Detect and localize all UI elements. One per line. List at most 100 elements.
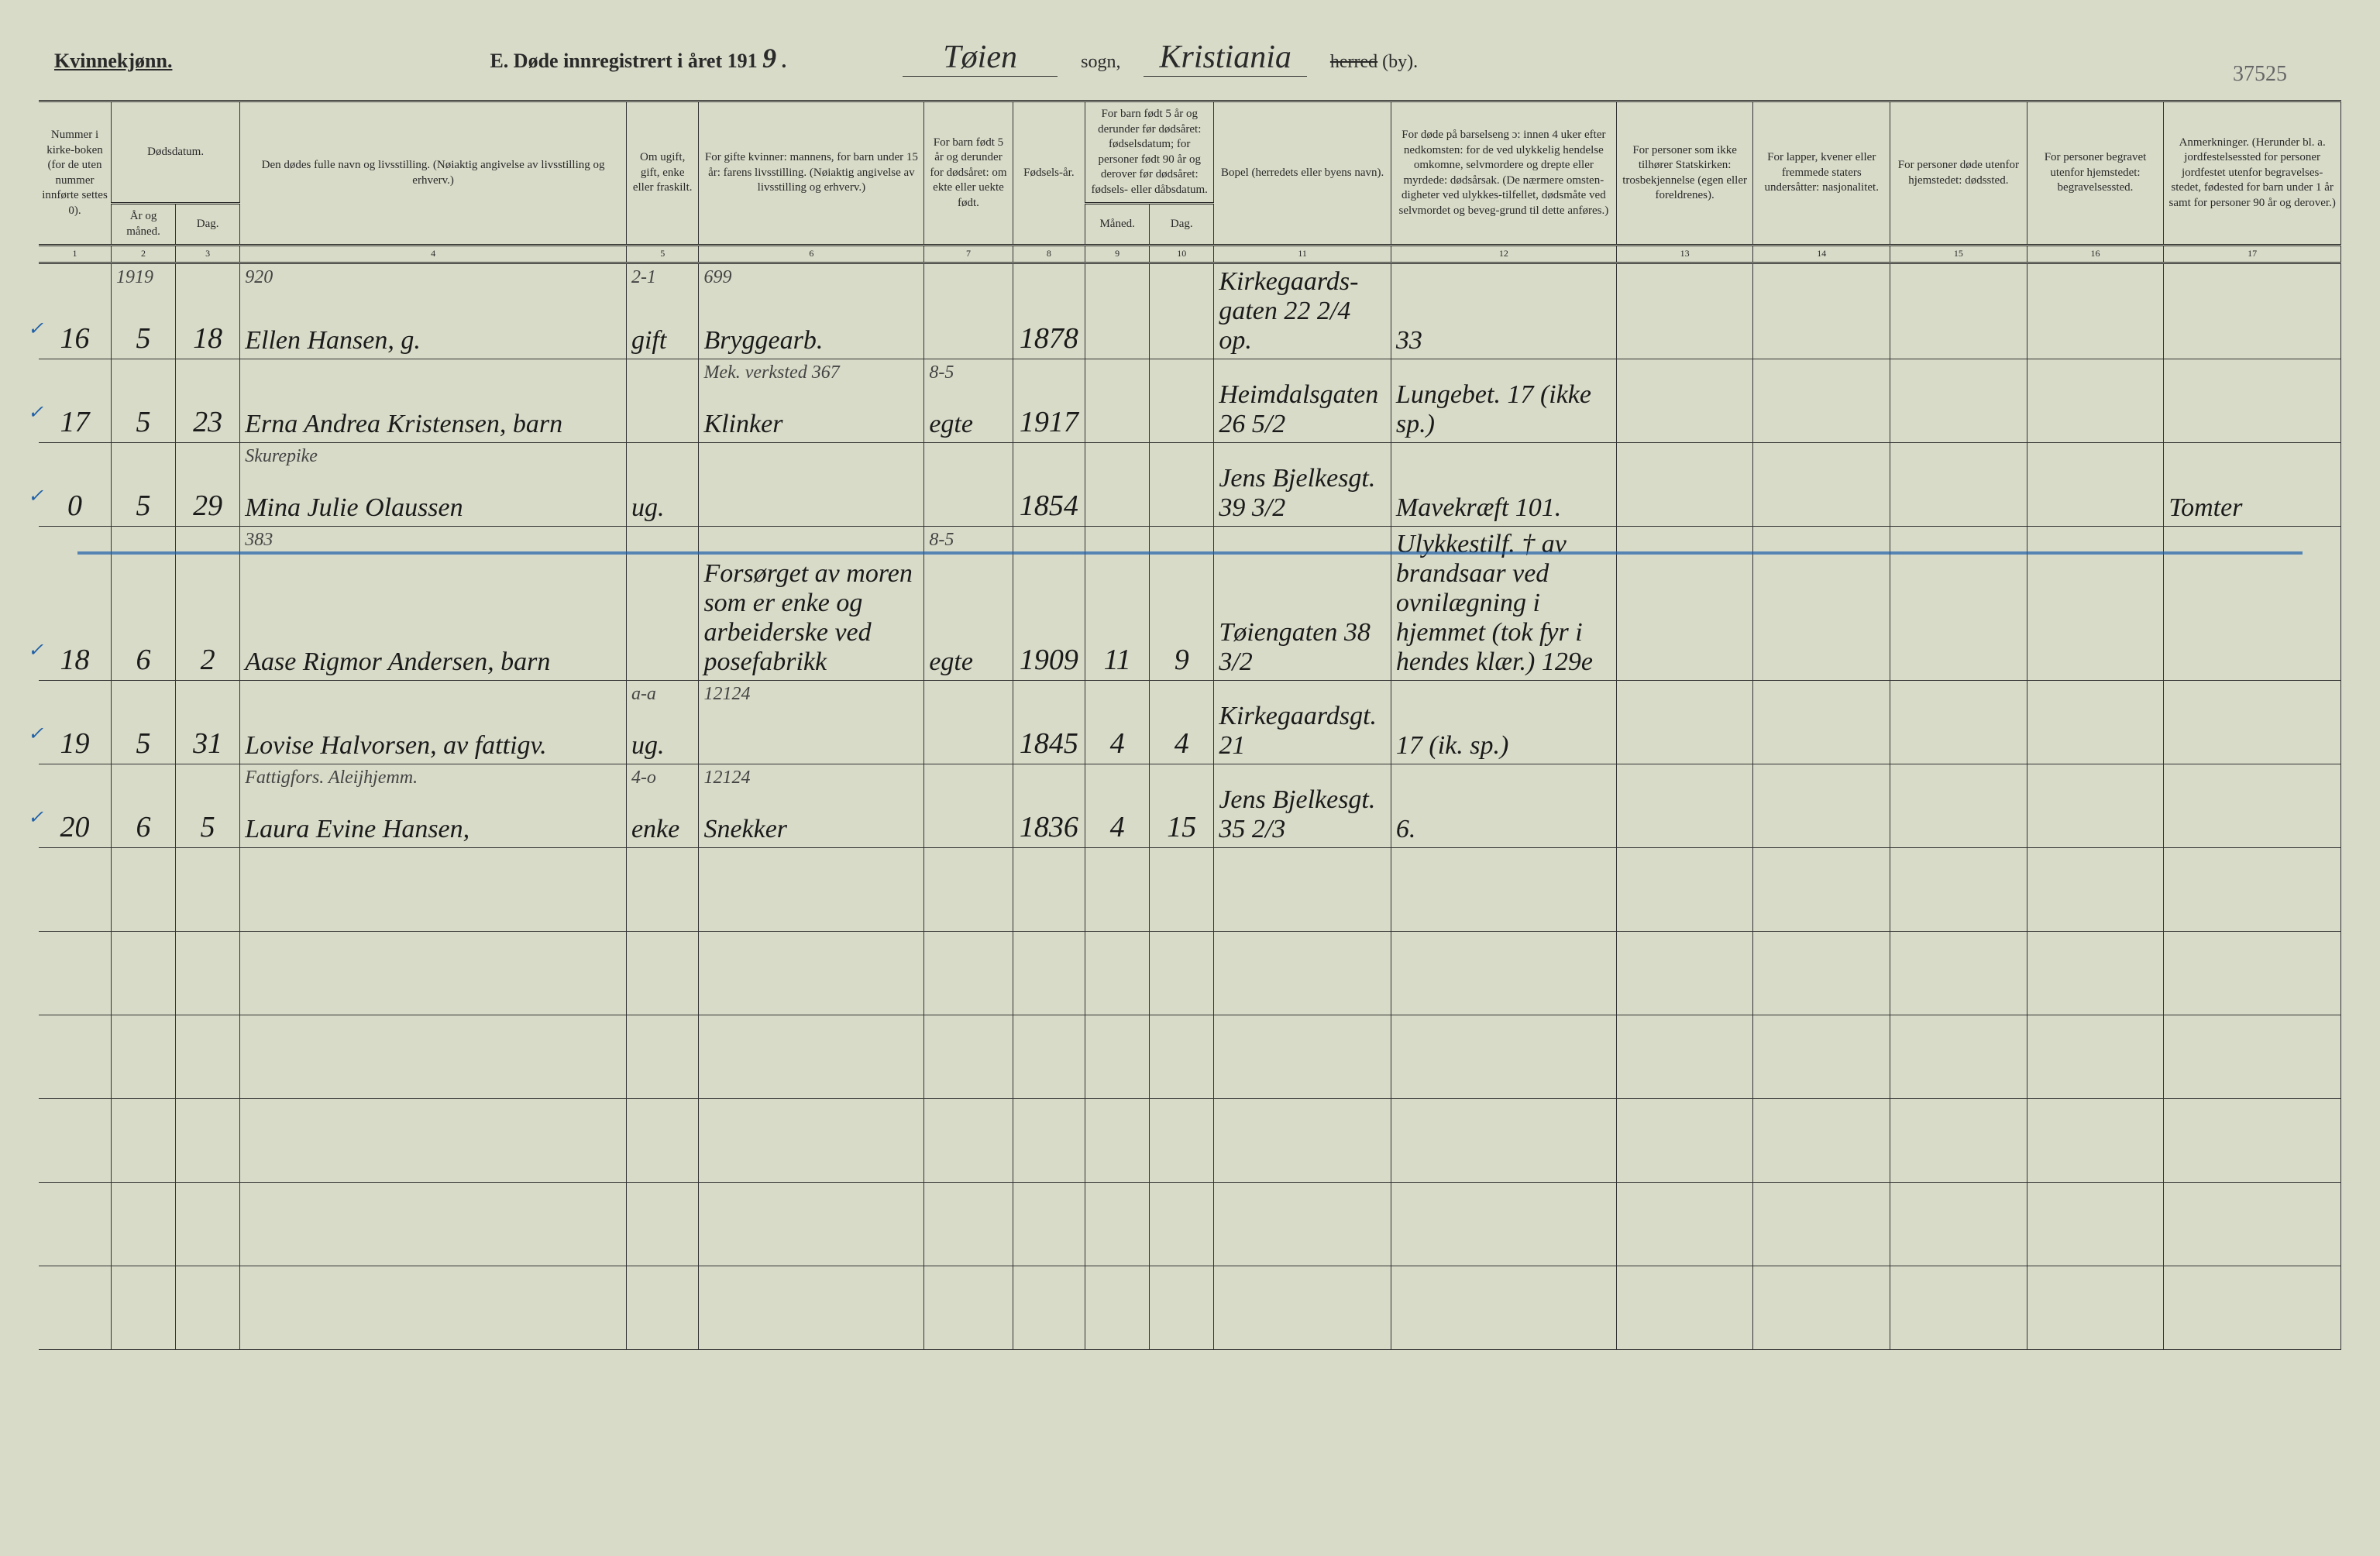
empty-cell (112, 1015, 176, 1098)
col-header-7: For barn født 5 år og derunder for dødså… (924, 102, 1013, 246)
empty-cell (1214, 847, 1391, 931)
cell-addr: Kirkegaards-gaten 22 2/4 op. (1214, 263, 1391, 359)
empty-cell (1753, 1182, 1890, 1266)
cell-name: Erna Andrea Kristensen, barn (240, 359, 627, 442)
cell-c17: Tomter (2164, 442, 2341, 526)
empty-cell (2027, 931, 2164, 1015)
empty-cell (1085, 847, 1150, 931)
cell-value: 33 (1396, 326, 1422, 355)
cell-value: Heimdalsgaten 26 5/2 (1219, 380, 1378, 438)
cell-n: ✓19 (39, 680, 112, 764)
empty-cell (240, 1015, 627, 1098)
by-label: (by). (1382, 52, 1418, 72)
cell-occ: Forsørget av moren som er enke og arbeid… (699, 526, 924, 680)
cell-value: Bryggearb. (703, 326, 823, 355)
cell-c16 (2027, 359, 2164, 442)
empty-cell (2027, 847, 2164, 931)
cell-value: Kirkegaardsgt. 21 (1219, 702, 1377, 760)
empty-cell (1890, 931, 2027, 1015)
cell-value: 19 (60, 727, 90, 760)
cell-c14 (1753, 680, 1890, 764)
cell-bd (1150, 359, 1214, 442)
cell-n: ✓17 (39, 359, 112, 442)
cell-c16 (2027, 526, 2164, 680)
cell-value: 29 (193, 489, 222, 522)
cell-addr: Heimdalsgaten 26 5/2 (1214, 359, 1391, 442)
cell-addr: Jens Bjelkesgt. 35 2/3 (1214, 764, 1391, 847)
cell-cause: 33 (1391, 263, 1616, 359)
cell-value: Lungebet. 17 (ikke sp.) (1396, 380, 1591, 438)
cell-value: Klinker (703, 410, 782, 438)
cell-above: 383 (245, 530, 273, 551)
cell-value: 20 (60, 811, 90, 843)
empty-cell (176, 1015, 240, 1098)
empty-cell (699, 1015, 924, 1098)
checkmark-icon: ✓ (28, 723, 43, 745)
empty-cell (1085, 931, 1150, 1015)
cell-c16 (2027, 680, 2164, 764)
col-number: 16 (2027, 246, 2164, 263)
cell-legit (924, 263, 1013, 359)
cell-value: Jens Bjelkesgt. 39 3/2 (1219, 464, 1375, 522)
cell-addr: Kirkegaardsgt. 21 (1214, 680, 1391, 764)
empty-cell (1150, 1266, 1214, 1349)
empty-cell (1085, 1266, 1150, 1349)
cell-day: 18 (176, 263, 240, 359)
cell-value: ug. (631, 493, 665, 522)
empty-cell (1753, 1266, 1890, 1349)
empty-cell (1616, 1098, 1753, 1182)
cell-value: 17 (60, 406, 90, 438)
empty-cell (1085, 1015, 1150, 1098)
cell-value: 18 (193, 322, 222, 355)
cell-n: ✓20 (39, 764, 112, 847)
cell-value: 0 (67, 489, 82, 522)
cell-addr: Tøiengaten 38 3/2 (1214, 526, 1391, 680)
cell-legit: 8-5egte (924, 526, 1013, 680)
table-row: ✓2065Fattigfors. Aleijhjemm.Laura Evine … (39, 764, 2341, 847)
cell-c14 (1753, 764, 1890, 847)
empty-cell (1214, 1266, 1391, 1349)
cell-status (626, 526, 699, 680)
empty-cell (2164, 847, 2341, 931)
cell-bd: 9 (1150, 526, 1214, 680)
empty-cell (1391, 1098, 1616, 1182)
empty-cell (626, 1015, 699, 1098)
cell-value: 11 (1104, 644, 1131, 676)
empty-cell (2164, 1182, 2341, 1266)
cell-occ: Mek. verksted 367Klinker (699, 359, 924, 442)
cell-status (626, 359, 699, 442)
table-row: ✓19531Lovise Halvorsen, av fattigv.a-aug… (39, 680, 2341, 764)
cell-c13 (1616, 680, 1753, 764)
empty-cell (39, 847, 112, 931)
cell-name: 383Aase Rigmor Andersen, barn (240, 526, 627, 680)
register-page: 37525 Kvinnekjønn. E. Døde innregistrert… (39, 31, 2341, 1525)
cell-c15 (1890, 680, 2027, 764)
col-header-14: For lapper, kvener eller fremmede stater… (1753, 102, 1890, 246)
cell-above: 1919 (116, 267, 153, 288)
header: Kvinnekjønn. E. Døde innregistrert i åre… (39, 31, 2341, 92)
empty-cell (2164, 931, 2341, 1015)
cell-occ (699, 442, 924, 526)
col-header-10: Dag. (1150, 204, 1214, 246)
cell-bm (1085, 263, 1150, 359)
empty-cell (1616, 1266, 1753, 1349)
table-row: ✓1862383Aase Rigmor Andersen, barnForsør… (39, 526, 2341, 680)
empty-cell (1391, 847, 1616, 931)
cell-value: Laura Evine Hansen, (245, 815, 469, 843)
cell-n: ✓0 (39, 442, 112, 526)
empty-cell (1013, 1098, 1085, 1182)
cell-cause: Lungebet. 17 (ikke sp.) (1391, 359, 1616, 442)
empty-cell (924, 931, 1013, 1015)
cell-above: Fattigfors. Aleijhjemm. (245, 768, 418, 788)
empty-cell (39, 1182, 112, 1266)
cell-name: SkurepikeMina Julie Olaussen (240, 442, 627, 526)
col-header-2: År og måned. (112, 204, 176, 246)
cell-value: Jens Bjelkesgt. 35 2/3 (1219, 785, 1375, 843)
table-row-empty (39, 931, 2341, 1015)
col-header-11: Bopel (herredets eller byens navn). (1214, 102, 1391, 246)
empty-cell (39, 1015, 112, 1098)
empty-cell (1150, 1182, 1214, 1266)
cell-c13 (1616, 359, 1753, 442)
col-number: 8 (1013, 246, 1085, 263)
cell-c13 (1616, 442, 1753, 526)
